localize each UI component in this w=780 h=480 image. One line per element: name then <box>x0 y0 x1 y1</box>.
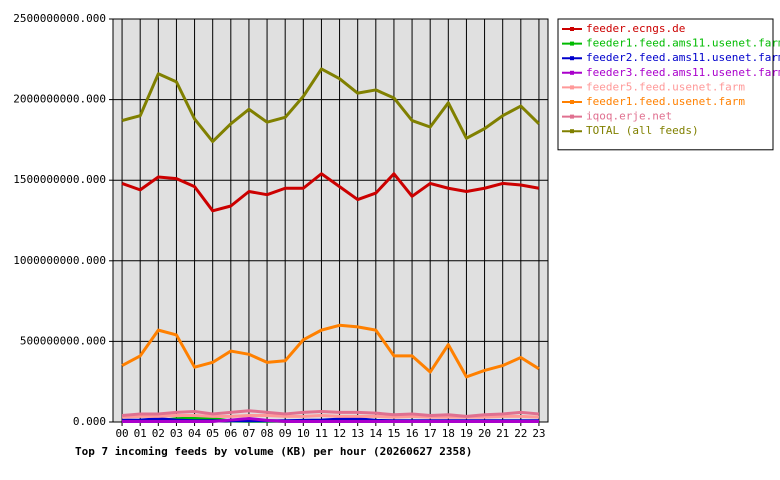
legend-box <box>557 18 774 151</box>
legend-marker <box>570 41 574 46</box>
x-tick-label: 21 <box>496 427 509 440</box>
y-tick-label: 0.000 <box>73 415 106 428</box>
x-tick-label: 10 <box>297 427 310 440</box>
x-tick-label: 13 <box>351 427 364 440</box>
legend-label: feeder.ecngs.de <box>586 22 685 35</box>
legend-marker <box>570 114 574 119</box>
legend-label: feeder1.feed.ams11.usenet.farm <box>586 37 780 50</box>
x-tick-label: 16 <box>405 427 418 440</box>
x-tick-label: 20 <box>478 427 491 440</box>
x-tick-label: 15 <box>387 427 400 440</box>
x-tick-label: 08 <box>260 427 273 440</box>
y-tick-label: 2000000000.000 <box>13 93 106 106</box>
series-line <box>121 409 540 418</box>
x-tick-label: 05 <box>206 427 219 440</box>
legend-marker <box>570 85 574 90</box>
plot-area <box>113 19 548 422</box>
x-tick-label: 04 <box>188 427 202 440</box>
x-tick-label: 03 <box>170 427 183 440</box>
x-tick-label: 23 <box>532 427 545 440</box>
x-tick-label: 17 <box>424 427 437 440</box>
x-tick-label: 22 <box>514 427 527 440</box>
legend-marker <box>570 100 574 104</box>
x-tick-label: 12 <box>333 427 346 440</box>
y-tick-label: 1000000000.000 <box>13 254 106 267</box>
series-line <box>121 323 540 379</box>
legend-label: iqoq.erje.net <box>586 110 672 123</box>
x-tick-label: 01 <box>134 427 147 440</box>
x-tick-label: 19 <box>460 427 473 440</box>
series-line <box>122 416 539 424</box>
legend-label: feeder3.feed.ams11.usenet.farm <box>586 66 780 79</box>
x-tick-label: 07 <box>242 427 255 440</box>
legend-label: feeder2.feed.ams11.usenet.farm <box>586 51 780 64</box>
series-line <box>121 67 540 144</box>
x-tick-label: 02 <box>152 427 165 440</box>
legend-label: feeder1.feed.usenet.farm <box>586 95 745 108</box>
y-tick-label: 1500000000.000 <box>13 173 106 186</box>
series-line <box>121 172 540 213</box>
x-tick-label: 00 <box>115 427 128 440</box>
x-tick-label: 09 <box>279 427 292 440</box>
y-tick-label: 2500000000.000 <box>13 12 106 25</box>
legend-marker <box>570 70 574 75</box>
legend-label: feeder5.feed.usenet.farm <box>586 80 745 93</box>
x-tick-label: 11 <box>315 427 328 440</box>
x-tick-label: 14 <box>369 427 383 440</box>
legend-label: TOTAL (all feeds) <box>586 124 699 137</box>
legend-marker <box>570 129 574 134</box>
x-tick-label: 18 <box>442 427 455 440</box>
legend-marker <box>570 27 574 31</box>
chart-title: Top 7 incoming feeds by volume (KB) per … <box>75 445 472 458</box>
y-tick-label: 500000000.000 <box>20 334 106 347</box>
x-tick-label: 06 <box>224 427 237 440</box>
legend-marker <box>570 56 574 61</box>
